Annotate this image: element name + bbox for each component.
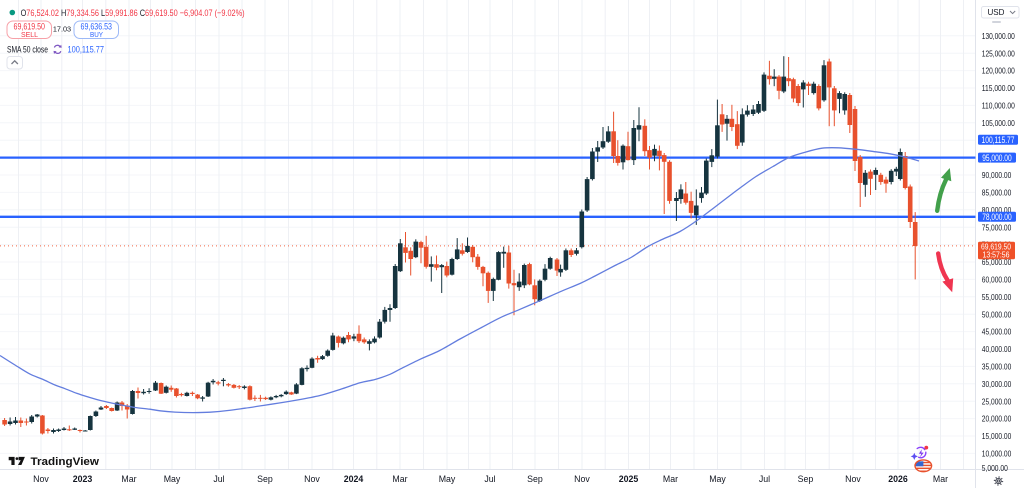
- svg-text:USD: USD: [988, 7, 1005, 17]
- svg-text:Sep: Sep: [798, 474, 814, 484]
- svg-text:45,000.00: 45,000.00: [982, 327, 1012, 337]
- svg-text:25,000.00: 25,000.00: [982, 396, 1012, 406]
- svg-text:2025: 2025: [619, 474, 639, 484]
- svg-text:50,000.00: 50,000.00: [982, 309, 1012, 319]
- svg-text:115,000.00: 115,000.00: [982, 83, 1015, 93]
- svg-text:May: May: [164, 474, 181, 484]
- svg-text:15,000.00: 15,000.00: [982, 431, 1012, 441]
- svg-text:95,000.00: 95,000.00: [982, 153, 1012, 163]
- svg-text:40,000.00: 40,000.00: [982, 344, 1012, 354]
- svg-text:Nov: Nov: [845, 474, 861, 484]
- svg-text:Mar: Mar: [392, 474, 407, 484]
- svg-text:120,000.00: 120,000.00: [982, 66, 1015, 76]
- svg-text:110,000.00: 110,000.00: [982, 101, 1015, 111]
- svg-text:May: May: [709, 474, 726, 484]
- svg-text:Mar: Mar: [121, 474, 136, 484]
- svg-text:Jul: Jul: [213, 474, 224, 484]
- svg-text:Mar: Mar: [933, 474, 948, 484]
- svg-text:10,000.00: 10,000.00: [982, 449, 1012, 459]
- svg-text:60,000.00: 60,000.00: [982, 275, 1012, 285]
- svg-text:Sep: Sep: [257, 474, 273, 484]
- svg-text:69,619.50: 69,619.50: [14, 22, 46, 33]
- svg-text:35,000.00: 35,000.00: [982, 362, 1012, 372]
- svg-text:Nov: Nov: [33, 474, 49, 484]
- svg-text:105,000.00: 105,000.00: [982, 118, 1015, 128]
- svg-text:130,000.00: 130,000.00: [982, 31, 1015, 41]
- svg-text:Mar: Mar: [663, 474, 678, 484]
- svg-text:Jul: Jul: [484, 474, 495, 484]
- svg-text:85,000.00: 85,000.00: [982, 188, 1012, 198]
- svg-text:100,115.77: 100,115.77: [68, 45, 105, 56]
- svg-text:20,000.00: 20,000.00: [982, 414, 1012, 424]
- svg-text:May: May: [439, 474, 456, 484]
- svg-text:Nov: Nov: [574, 474, 590, 484]
- svg-text:78,000.00: 78,000.00: [982, 212, 1012, 222]
- svg-text:BUY: BUY: [90, 30, 103, 39]
- svg-text:100,115.77: 100,115.77: [982, 135, 1015, 145]
- svg-text:Jul: Jul: [759, 474, 770, 484]
- svg-text:30,000.00: 30,000.00: [982, 379, 1012, 389]
- svg-text:2026: 2026: [888, 474, 908, 484]
- svg-text:2023: 2023: [73, 474, 93, 484]
- svg-text:55,000.00: 55,000.00: [982, 292, 1012, 302]
- svg-text:TradingView: TradingView: [31, 456, 100, 468]
- svg-text:69,619.50: 69,619.50: [981, 241, 1011, 251]
- svg-text:Nov: Nov: [304, 474, 320, 484]
- svg-text:125,000.00: 125,000.00: [982, 48, 1015, 58]
- svg-text:Sep: Sep: [527, 474, 543, 484]
- svg-text:80,000.00: 80,000.00: [982, 205, 1012, 215]
- svg-text:5,000.00: 5,000.00: [982, 463, 1008, 473]
- svg-text:2024: 2024: [344, 474, 364, 484]
- svg-text:65,000.00: 65,000.00: [982, 257, 1012, 267]
- svg-text:13:57:56: 13:57:56: [983, 250, 1010, 260]
- svg-text:17.03: 17.03: [53, 25, 71, 34]
- svg-text:69,636.53: 69,636.53: [81, 22, 113, 33]
- svg-text:SMA 50 close: SMA 50 close: [7, 45, 48, 56]
- svg-text:SELL: SELL: [21, 30, 38, 39]
- svg-text:90,000.00: 90,000.00: [982, 170, 1012, 180]
- svg-text:75,000.00: 75,000.00: [982, 222, 1012, 232]
- svg-text:O76,524.02 H79,334.56 L59,991.: O76,524.02 H79,334.56 L59,991.86 C69,619…: [21, 8, 245, 19]
